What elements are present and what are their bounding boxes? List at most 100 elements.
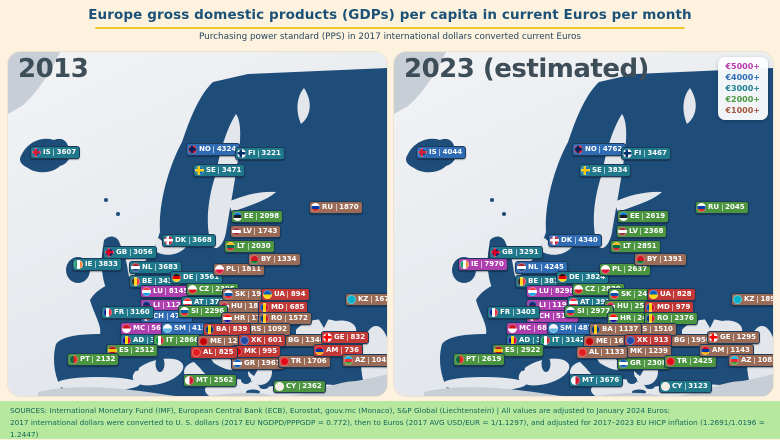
badge-divider [596, 377, 598, 384]
country-value: 1334 [277, 255, 297, 263]
country-value: 2308 [647, 359, 667, 367]
country-value: 825 [218, 348, 234, 356]
country-code: MK [630, 347, 643, 355]
country-value: 3811 [544, 277, 564, 285]
badge-divider [643, 150, 645, 157]
country-code: AZ [355, 356, 366, 364]
country-badge-BY: BY 1391 [634, 253, 687, 266]
country-value: 2922 [520, 346, 541, 354]
badge-divider [721, 204, 723, 211]
flag-icon-LT [612, 242, 621, 251]
country-badge-SE: SE 3471 [193, 164, 246, 177]
flag-icon-PL [601, 265, 610, 274]
country-value: 1143 [730, 346, 750, 354]
country-badge-FI: FI 3467 [621, 147, 671, 160]
flag-icon-LV [232, 227, 241, 236]
badge-divider [245, 303, 247, 310]
country-code: ES [119, 346, 129, 354]
country-value: 4872 [578, 324, 598, 332]
country-code: MT [196, 376, 208, 384]
flag-icon-HR [223, 314, 232, 323]
country-code: SE [592, 166, 602, 174]
country-value: 1621 [614, 338, 633, 345]
country-value: 1811 [241, 265, 262, 273]
country-code: SK [235, 290, 246, 298]
country-code: GE [720, 333, 731, 341]
country-badge-DK: DK 4340 [548, 234, 602, 247]
badge-divider [540, 264, 542, 271]
badge-divider [582, 274, 584, 281]
badge-divider [126, 309, 128, 316]
flag-icon-FR [103, 308, 112, 317]
flag-icon-BY [636, 255, 645, 264]
country-badge-LV: LV 1743 [230, 225, 282, 238]
country-value: 3142 [565, 336, 585, 344]
country-code: CH [539, 312, 550, 320]
badge-divider [238, 266, 240, 273]
badge-divider [284, 315, 286, 322]
country-value: 1677 [374, 295, 388, 303]
map-panel-2023: IS 4044 NO 4762 SE 3834 FI 3467 DK 4340 GB 3291 IE 79… [394, 52, 773, 396]
badge-divider [670, 315, 672, 322]
country-badge-LU: LU 8145 [140, 285, 193, 298]
country-code: GB [116, 248, 128, 256]
country-value: 3668 [192, 236, 212, 244]
country-value: 2362 [302, 382, 322, 390]
badge-divider [256, 213, 258, 220]
country-badge-NL: NL 4245 [515, 261, 568, 274]
country-code: RS [637, 325, 648, 333]
flag-icon-ME [199, 337, 208, 346]
country-code: PL [226, 265, 236, 273]
country-badge-LT: LT 2851 [610, 240, 661, 253]
country-value: 2866 [179, 336, 199, 344]
country-code: IT [166, 336, 174, 344]
country-value: 2619 [481, 355, 502, 363]
panel-year-label-2023: 2023 (estimated) [404, 54, 649, 84]
badge-divider [188, 325, 190, 332]
country-code: NL [528, 263, 539, 271]
country-value: 3676 [599, 376, 620, 384]
country-value: 1082 [757, 356, 774, 364]
flag-icon-EE [233, 212, 242, 221]
country-code: ME [596, 337, 608, 345]
country-value: 1348 [305, 336, 325, 344]
country-code: SI [577, 307, 585, 315]
country-code: KZ [358, 295, 369, 303]
country-value: 2851 [637, 242, 657, 250]
flag-icon-GE [709, 333, 718, 342]
badge-divider [512, 309, 514, 316]
flag-icon-KZ [733, 295, 742, 304]
country-code: EE [244, 212, 254, 220]
badge-divider [643, 360, 645, 367]
badge-divider [166, 313, 168, 320]
flag-icon-DE [172, 273, 181, 282]
country-value: 3833 [98, 260, 118, 268]
badge-divider [147, 325, 149, 332]
country-badge-GB: GB 3291 [489, 246, 543, 259]
flag-icon-XK [626, 336, 635, 345]
badge-divider [659, 256, 661, 263]
badge-divider [201, 308, 203, 315]
country-value: 894 [290, 290, 306, 298]
flag-icon-TR [280, 357, 289, 366]
flag-icon-FI [623, 149, 632, 158]
country-value: 1137 [618, 325, 639, 333]
flag-icon-ES [108, 346, 117, 355]
badge-divider [287, 291, 289, 298]
badge-divider [215, 349, 217, 356]
country-badge-NO: NO 4324 [186, 143, 241, 156]
country-badge-FR: FR 3403 [487, 306, 540, 319]
flag-icon-IS [32, 148, 41, 157]
country-code: LT [623, 242, 632, 250]
country-badge-TR: TR 2425 [664, 355, 717, 368]
badge-divider [224, 338, 226, 345]
country-code: BA [602, 325, 613, 333]
badge-divider [368, 357, 369, 364]
flag-icon-MD [260, 303, 269, 312]
flag-icon-RO [260, 314, 269, 323]
flag-icon-SK [224, 290, 233, 299]
country-badge-RU: RU 1870 [309, 201, 363, 214]
badge-divider [247, 315, 249, 322]
flag-icon-RU [697, 203, 706, 212]
badge-divider [601, 349, 603, 356]
